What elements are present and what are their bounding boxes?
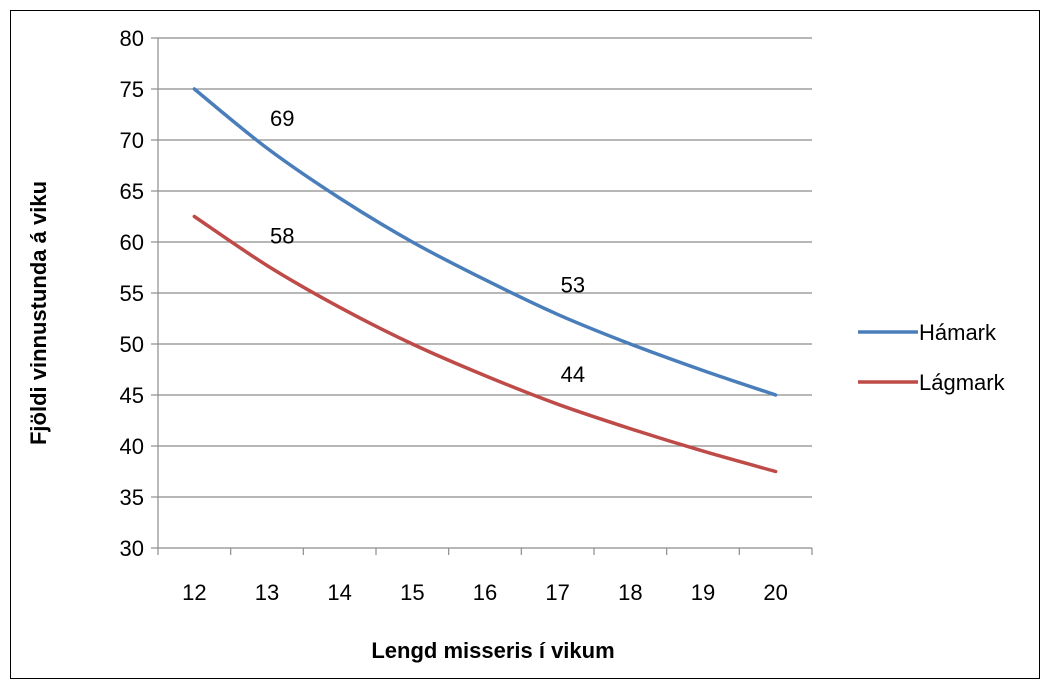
axes bbox=[151, 37, 813, 555]
series-line-2 bbox=[192, 214, 778, 474]
x-axis-title: Lengd misseris í vikum bbox=[371, 638, 614, 663]
y-tick-label: 45 bbox=[120, 383, 144, 408]
data-labels: 69 53 58 44 bbox=[270, 106, 585, 387]
y-tick-label: 55 bbox=[120, 281, 144, 306]
y-tick-label: 60 bbox=[120, 230, 144, 255]
series-lines bbox=[192, 87, 778, 474]
y-tick-label: 35 bbox=[120, 485, 144, 510]
x-tick-label: 17 bbox=[545, 580, 569, 605]
data-label: 44 bbox=[561, 362, 585, 387]
x-tick-label: 13 bbox=[255, 580, 279, 605]
legend-label: Hámark bbox=[919, 320, 997, 345]
x-tick-label: 15 bbox=[400, 580, 424, 605]
y-tick-label: 70 bbox=[120, 128, 144, 153]
x-tick-label: 12 bbox=[182, 580, 206, 605]
y-tick-labels: 30 35 40 45 50 55 60 65 70 75 80 bbox=[120, 26, 144, 561]
x-tick-labels: 12 13 14 15 16 17 18 19 20 bbox=[182, 580, 788, 605]
y-tick-label: 30 bbox=[120, 536, 144, 561]
y-tick-label: 80 bbox=[120, 26, 144, 51]
x-tick-label: 14 bbox=[327, 580, 351, 605]
gridlines bbox=[158, 37, 812, 498]
y-tick-label: 40 bbox=[120, 434, 144, 459]
data-label: 69 bbox=[270, 106, 294, 131]
legend-label: Lágmark bbox=[919, 370, 1006, 395]
y-tick-label: 50 bbox=[120, 332, 144, 357]
data-label: 58 bbox=[270, 223, 294, 248]
legend: Hámark Lágmark bbox=[858, 320, 1006, 395]
y-tick-label: 75 bbox=[120, 77, 144, 102]
x-tick-label: 18 bbox=[618, 580, 642, 605]
x-tick-label: 20 bbox=[763, 580, 787, 605]
y-axis-title: Fjöldi vinnustunda á viku bbox=[26, 181, 51, 445]
x-tick-label: 16 bbox=[473, 580, 497, 605]
data-label: 53 bbox=[561, 272, 585, 297]
y-tick-label: 65 bbox=[120, 179, 144, 204]
x-tick-label: 19 bbox=[691, 580, 715, 605]
series-line-1 bbox=[192, 87, 778, 397]
